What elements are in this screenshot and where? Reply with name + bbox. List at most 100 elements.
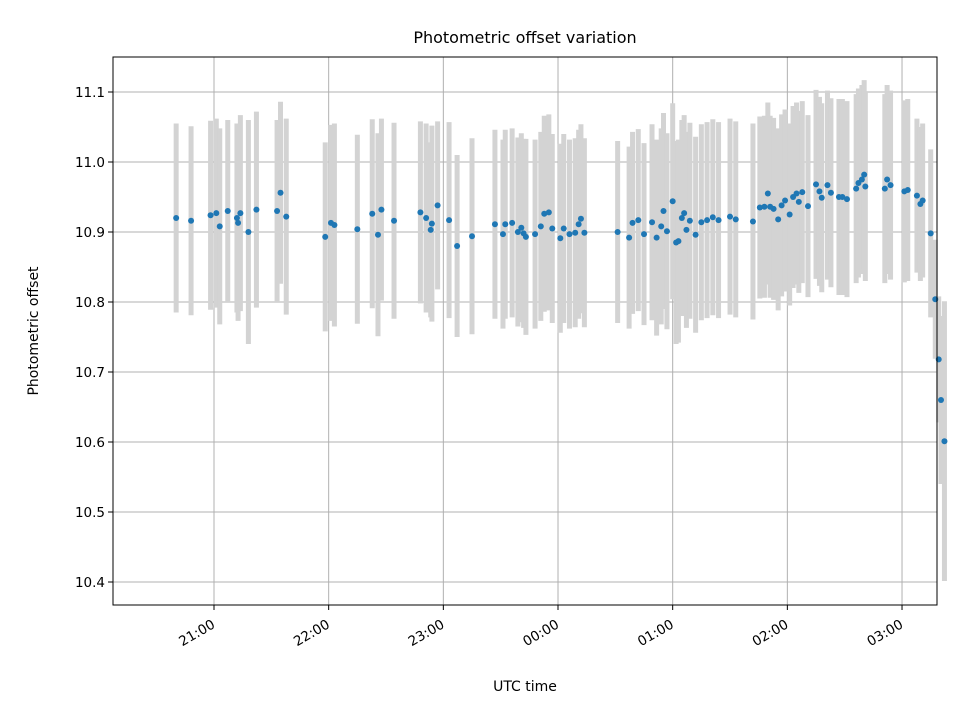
data-point [681, 210, 688, 217]
data-point [913, 192, 920, 199]
data-points [173, 171, 948, 445]
data-point [283, 213, 290, 220]
y-tick-label: 10.7 [75, 365, 105, 381]
data-point [374, 231, 381, 238]
data-point [786, 211, 793, 218]
plot-frame [112, 56, 938, 606]
y-tick-label: 10.5 [75, 505, 105, 521]
data-point [938, 397, 945, 403]
data-point [417, 209, 424, 216]
data-point [428, 220, 435, 227]
data-point [818, 194, 825, 201]
data-point [560, 225, 567, 232]
data-point [641, 231, 648, 238]
data-point [804, 203, 811, 210]
data-point [518, 224, 525, 231]
y-tick-label: 10.6 [75, 435, 105, 451]
data-point [635, 217, 642, 224]
data-point [660, 208, 667, 214]
data-point [469, 233, 476, 240]
data-point [715, 217, 722, 224]
data-point [277, 189, 284, 196]
data-point [499, 231, 506, 238]
x-axis-label: UTC time [493, 679, 557, 695]
data-point [919, 197, 926, 204]
data-point [626, 234, 633, 241]
data-point [369, 210, 376, 217]
data-point [775, 216, 782, 223]
data-point [545, 209, 552, 216]
data-point [509, 219, 516, 226]
data-point [224, 208, 231, 214]
data-point [532, 231, 539, 238]
y-tick-label: 10.4 [75, 575, 105, 591]
data-point [235, 219, 242, 226]
y-tick-label: 11.1 [75, 85, 105, 101]
data-point [653, 234, 660, 241]
data-point [761, 203, 768, 210]
error-bars [173, 80, 947, 581]
data-point [581, 229, 588, 236]
data-point [675, 238, 682, 245]
data-point [698, 219, 705, 226]
data-point [813, 181, 820, 188]
data-point [663, 228, 670, 235]
data-point [378, 206, 385, 213]
data-point [927, 230, 934, 237]
data-point [732, 216, 739, 223]
data-point [782, 197, 789, 204]
x-tick-label: 23:00 [406, 617, 448, 650]
data-point [793, 190, 800, 197]
chart-title: Photometric offset variation [413, 28, 636, 47]
data-point [502, 221, 509, 228]
data-point [692, 231, 699, 238]
data-point [839, 194, 846, 200]
data-point [709, 214, 716, 221]
data-point [799, 189, 806, 196]
data-point [572, 229, 579, 236]
data-point [764, 190, 771, 197]
data-point [756, 204, 763, 211]
data-point [770, 205, 777, 212]
data-point [454, 243, 461, 249]
data-point [941, 438, 948, 445]
data-point [253, 206, 260, 213]
data-point [614, 229, 621, 235]
x-tick-label: 01:00 [635, 617, 677, 650]
data-point [322, 233, 329, 240]
data-point [816, 188, 823, 195]
data-point [173, 215, 180, 221]
data-point [423, 215, 430, 221]
data-point [446, 217, 453, 224]
data-point [213, 210, 220, 217]
data-point [434, 202, 441, 209]
data-point [778, 202, 785, 209]
data-point [557, 235, 564, 242]
x-tick-label: 21:00 [176, 617, 218, 650]
data-point [207, 212, 214, 219]
data-point [827, 189, 834, 196]
data-point [566, 231, 573, 238]
data-point [749, 218, 756, 225]
data-point [274, 208, 281, 214]
data-point [683, 226, 690, 233]
data-point [887, 182, 894, 189]
data-point [391, 217, 398, 224]
data-point [331, 222, 338, 228]
data-point [188, 217, 195, 224]
x-tick-label: 03:00 [864, 617, 906, 650]
y-tick-label: 10.8 [75, 295, 105, 311]
data-point [858, 176, 865, 183]
data-point [727, 213, 734, 220]
data-point [577, 215, 584, 222]
data-point [669, 198, 676, 205]
data-point [491, 221, 498, 228]
x-tick-label: 02:00 [750, 617, 792, 650]
data-point [824, 182, 831, 189]
data-point [537, 223, 544, 230]
data-point [795, 198, 802, 205]
data-point [237, 210, 244, 217]
data-point [862, 183, 869, 190]
data-point [233, 215, 240, 221]
